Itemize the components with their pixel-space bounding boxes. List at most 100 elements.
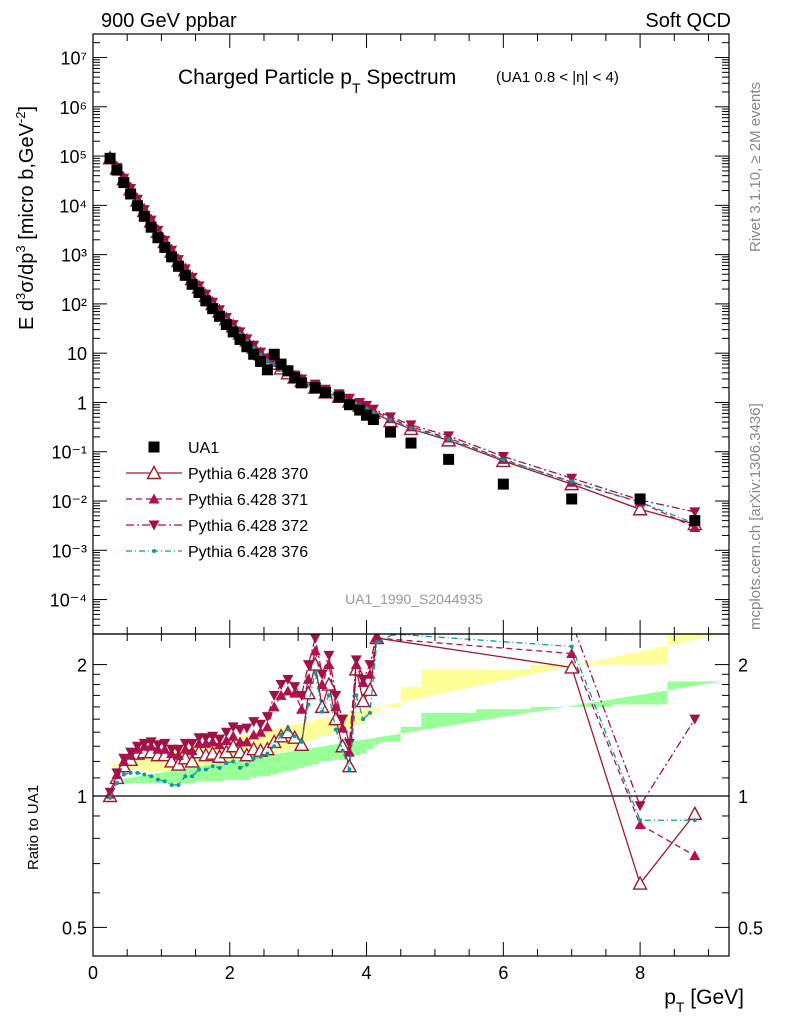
ratio-point-s3-20 — [244, 762, 249, 767]
data-point-ua1-24 — [268, 348, 280, 360]
ratio-point-s1-24 — [268, 701, 280, 712]
ratio-tick-label-left: 2 — [77, 656, 87, 676]
ratio-point-s2-6 — [145, 737, 157, 748]
data-point-ua1-9 — [166, 251, 178, 263]
data-point-ua1-36 — [384, 426, 396, 438]
data-point-s4-23 — [265, 358, 270, 363]
ratio-point-s3-21 — [251, 756, 256, 761]
ratio-point-s3-39 — [374, 640, 379, 645]
data-point-ua1-40 — [566, 493, 578, 505]
ratio-point-s2-36 — [350, 655, 362, 666]
data-point-ua1-22 — [255, 355, 267, 367]
ratio-point-s2-27 — [289, 682, 301, 693]
ratio-point-s2-2 — [118, 753, 130, 764]
data-point-ua1-7 — [152, 232, 164, 244]
legend-marker-1 — [146, 465, 162, 480]
data-point-ua1-4 — [131, 200, 143, 212]
data-point-ua1-1 — [111, 164, 123, 176]
ratio-point-s3-41 — [569, 644, 574, 649]
ratio-point-s1-20 — [241, 736, 253, 747]
mcplots-label: mcplots.cern.ch [arXiv:1306.3436] — [747, 403, 764, 630]
data-point-ua1-13 — [193, 287, 205, 299]
ratio-point-s2-16 — [214, 734, 226, 745]
ratio-point-s3-11 — [183, 774, 188, 779]
ratio-point-s2-14 — [200, 733, 212, 744]
data-point-s3-42 — [689, 507, 701, 518]
ratio-point-s1-35 — [343, 746, 355, 757]
ratio-point-s2-31 — [316, 669, 328, 680]
data-point-ua1-30 — [320, 386, 332, 398]
ratio-point-s3-17 — [224, 761, 229, 766]
rivet-label: Rivet 3.1.10, ≥ 2M events — [747, 82, 764, 252]
ratio-point-s3-42 — [638, 818, 643, 823]
x-tick-label: 6 — [498, 963, 508, 983]
ratio-point-s2-3 — [125, 747, 137, 758]
ratio-point-s1-18 — [227, 730, 239, 741]
y-tick-label: 10⁴ — [59, 196, 87, 216]
x-tick-label: 2 — [225, 963, 235, 983]
ratio-axis-title: Ratio to UA1 — [25, 785, 42, 870]
ratio-point-s2-25 — [275, 680, 287, 691]
ratio-point-s3-12 — [190, 774, 195, 779]
data-point-s3-34 — [361, 400, 373, 411]
ratio-point-s2-5 — [138, 738, 150, 749]
data-point-s3-38 — [443, 431, 455, 442]
data-point-ua1-0 — [104, 152, 116, 164]
data-point-s4-37 — [409, 426, 413, 431]
ratio-point-s2-18 — [227, 722, 239, 733]
data-point-ua1-11 — [179, 269, 191, 281]
ratio-point-s3-10 — [176, 782, 181, 787]
ratio-point-s0-41 — [632, 875, 648, 890]
ratio-point-s2-30 — [309, 634, 321, 644]
ratio-point-s2-0 — [104, 787, 116, 798]
ratio-point-s1-27 — [289, 687, 301, 698]
plot-title: Charged Particle pT Spectrum — [178, 66, 456, 96]
ratio-point-s3-2 — [121, 772, 126, 777]
data-point-ua1-28 — [296, 377, 308, 389]
data-point-ua1-35 — [367, 414, 379, 426]
ratio-point-s3-34 — [340, 748, 345, 753]
data-point-ua1-26 — [282, 365, 294, 377]
data-point-ua1-15 — [207, 303, 219, 315]
ratio-point-s3-27 — [292, 734, 297, 739]
data-point-s4-40 — [569, 479, 574, 484]
ratio-point-s3-29 — [306, 702, 311, 707]
ratio-point-s3-6 — [149, 774, 154, 779]
y-tick-label: 10⁻² — [51, 492, 87, 512]
x-tick-label: 4 — [362, 963, 372, 983]
data-point-ua1-8 — [159, 241, 171, 253]
data-point-s3-32 — [343, 393, 355, 404]
data-point-ua1-42 — [689, 515, 701, 527]
ratio-point-s2-24 — [268, 690, 280, 701]
ratio-point-s2-37 — [357, 674, 369, 685]
ratio-point-s1-33 — [330, 701, 342, 712]
ratio-point-s1-31 — [316, 679, 328, 690]
ratio-tick-label-left: 0.5 — [62, 918, 87, 938]
ratio-point-s3-25 — [279, 732, 284, 737]
y-tick-label: 10⁻⁴ — [50, 591, 87, 611]
data-point-s3-39 — [497, 452, 509, 463]
ratio-point-s3-31 — [320, 709, 325, 714]
ratio-point-s1-28 — [296, 703, 308, 714]
ratio-point-s2-40 — [566, 618, 577, 628]
band-yellow — [106, 634, 723, 772]
ratio-point-s1-12 — [186, 745, 198, 756]
ratio-point-s2-22 — [255, 719, 267, 730]
legend-label-0: UA1 — [188, 440, 219, 457]
data-point-ua1-31 — [333, 391, 345, 403]
ratio-plot-series — [102, 618, 703, 890]
ratio-point-s1-40 — [566, 648, 578, 659]
data-point-s4-35 — [371, 410, 376, 415]
data-point-ua1-29 — [309, 382, 321, 394]
data-point-ua1-14 — [200, 295, 212, 307]
x-tick-label: 8 — [635, 963, 645, 983]
ratio-point-s3-0 — [108, 795, 113, 800]
ratio-point-s2-29 — [302, 660, 314, 671]
data-point-ua1-18 — [227, 326, 239, 338]
ratio-point-s2-26 — [282, 674, 294, 685]
ratio-point-s0-12 — [184, 753, 200, 768]
ratio-line-3 — [109, 634, 695, 821]
y-tick-label: 10⁻³ — [51, 541, 87, 561]
ratio-point-s1-17 — [220, 735, 232, 746]
